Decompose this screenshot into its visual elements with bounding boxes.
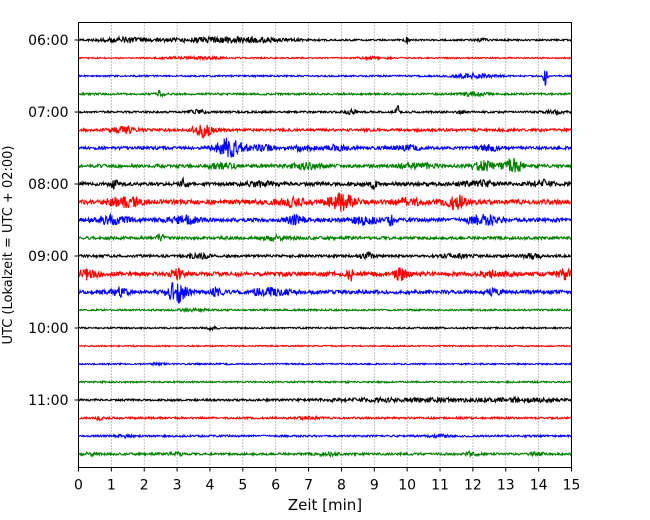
x-tick-label: 14	[530, 478, 548, 494]
plot-border	[78, 22, 572, 468]
trace-1015	[78, 344, 572, 348]
x-tick-label: 10	[398, 478, 416, 494]
x-tick-label: 8	[337, 478, 346, 494]
x-tick-label: 0	[74, 478, 83, 494]
trace-0600	[78, 34, 573, 45]
x-tick-label: 1	[107, 478, 116, 494]
trace-0845	[78, 232, 572, 243]
x-axis-label: Zeit [min]	[288, 496, 362, 514]
trace-0630	[77, 70, 573, 86]
trace-0830	[77, 212, 573, 227]
y-tick-label: 11:00	[28, 393, 68, 409]
x-tick-label: 13	[497, 478, 515, 494]
x-tick-label: 12	[464, 478, 482, 494]
x-tick-label: 3	[173, 478, 182, 494]
trace-0715	[78, 124, 572, 140]
trace-0645	[77, 89, 572, 99]
x-tick-label: 15	[563, 478, 581, 494]
x-tick-label: 9	[370, 478, 379, 494]
x-tick-label: 6	[271, 478, 280, 494]
y-tick-label: 07:00	[28, 105, 68, 121]
trace-1045	[78, 379, 572, 385]
y-axis-ticks: 06:00 07:00 08:00 09:00 10:00 11:00	[28, 33, 79, 409]
y-tick-label: 09:00	[28, 249, 68, 265]
trace-0700	[77, 104, 572, 117]
seismic-traces	[77, 34, 573, 459]
trace-0730	[78, 137, 572, 158]
trace-0930	[78, 282, 573, 304]
x-tick-label: 5	[238, 478, 247, 494]
trace-0945	[78, 306, 572, 314]
trace-1100	[78, 395, 572, 405]
y-tick-label: 10:00	[28, 321, 68, 337]
y-tick-label: 06:00	[28, 33, 68, 49]
x-tick-label: 2	[140, 478, 149, 494]
trace-1030	[78, 361, 572, 367]
trace-0815	[78, 191, 573, 212]
trace-1145	[77, 449, 572, 459]
y-axis-label: UTC (Lokalzeit = UTC + 02:00)	[1, 146, 16, 345]
trace-1130	[78, 432, 572, 440]
trace-0800	[78, 176, 573, 191]
trace-1115	[78, 414, 572, 422]
vertical-grid	[110, 22, 540, 468]
trace-1000	[78, 324, 572, 332]
x-tick-label: 7	[304, 478, 313, 494]
x-tick-label: 4	[206, 478, 215, 494]
trace-0615	[78, 54, 572, 62]
y-tick-label: 08:00	[28, 177, 68, 193]
x-axis-ticks: 0 1 2 3 4 5 6 7 8 9 10 11 12 13 14 15	[74, 467, 581, 494]
trace-0915	[77, 266, 572, 282]
trace-0745	[78, 157, 573, 173]
x-tick-label: 11	[431, 478, 449, 494]
trace-0900	[78, 251, 572, 261]
